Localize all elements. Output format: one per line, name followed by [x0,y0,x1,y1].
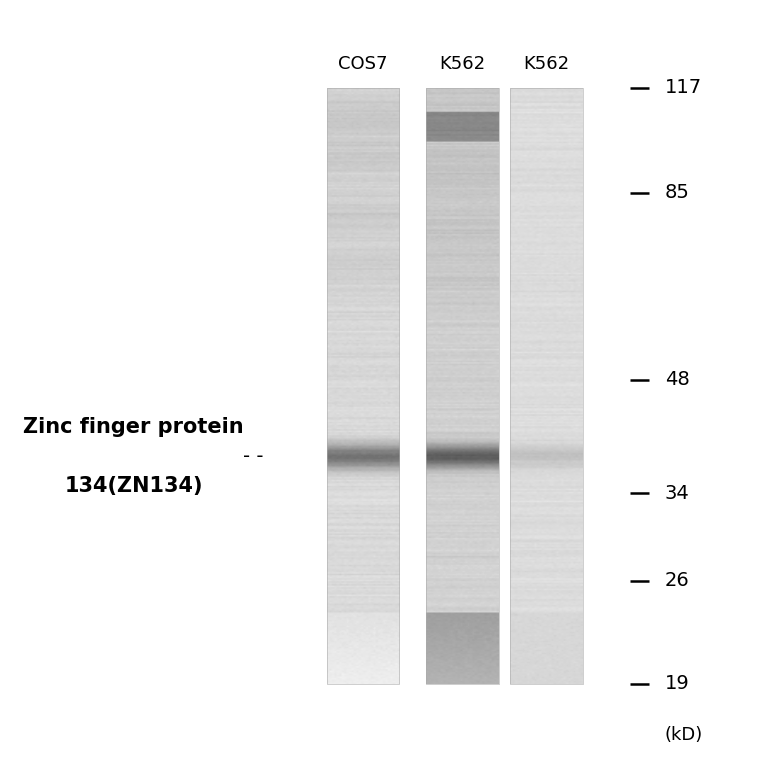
Text: K562: K562 [523,54,569,73]
Text: K562: K562 [439,54,485,73]
Text: 34: 34 [665,484,689,503]
Bar [327,88,400,684]
Text: 19: 19 [665,675,689,693]
Text: 134(ZN134): 134(ZN134) [64,476,203,496]
Text: 26: 26 [665,571,689,591]
Text: COS7: COS7 [338,54,387,73]
Text: (kD): (kD) [665,726,703,744]
Text: 117: 117 [665,79,702,97]
Text: 48: 48 [665,371,689,390]
Text: Zinc finger protein: Zinc finger protein [24,417,244,438]
Text: - -: - - [243,447,263,466]
Bar [510,88,582,684]
Text: 85: 85 [665,183,690,202]
Bar [426,88,499,684]
